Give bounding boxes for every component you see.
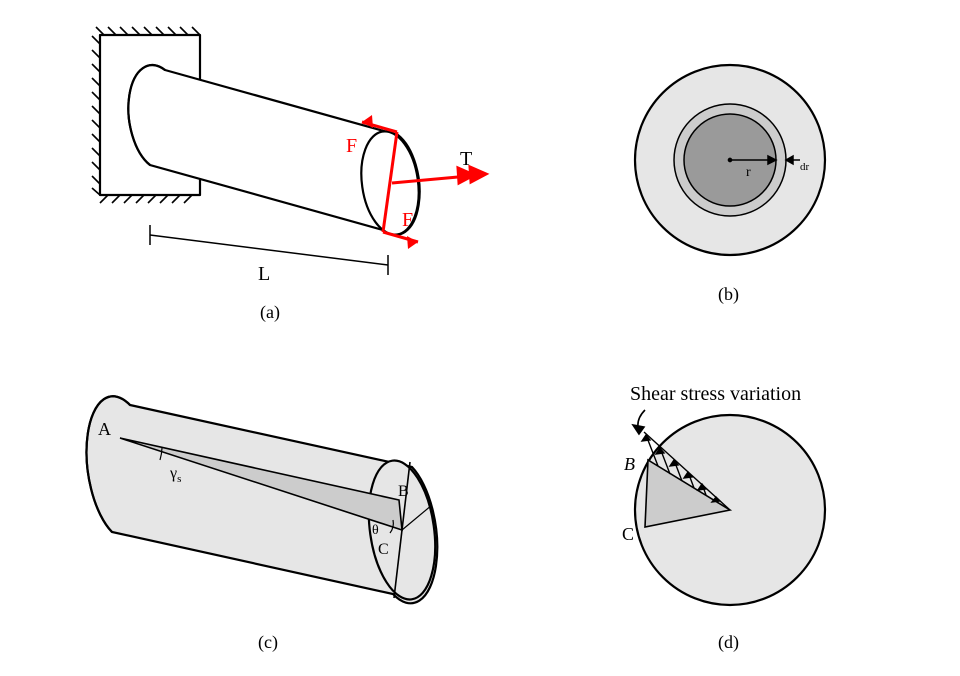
label-L: L: [258, 263, 270, 285]
label-C: C: [378, 541, 389, 558]
label-B: B: [398, 483, 409, 500]
title-d: Shear stress variation: [630, 383, 801, 405]
label-dr: dr: [800, 161, 810, 173]
label-C-d: C: [622, 524, 634, 544]
panel-d: Shear stress variation: [622, 383, 825, 653]
label-B-d: B: [624, 454, 635, 474]
caption-c: (c): [258, 632, 278, 653]
label-F-top: F: [346, 135, 357, 157]
panel-c: A B C γs θ (c): [87, 396, 444, 653]
panel-a: F F T L (a): [92, 27, 486, 323]
label-T: T: [460, 148, 472, 170]
caption-b: (b): [718, 284, 739, 305]
label-A: A: [98, 419, 111, 439]
panel-b: r dr (b): [635, 65, 825, 305]
diagram-canvas: F F T L (a) r dr (b): [0, 0, 960, 676]
shaft: [128, 65, 425, 238]
label-F-bottom: F: [402, 209, 413, 231]
caption-a: (a): [260, 302, 280, 323]
label-r: r: [746, 165, 751, 180]
label-theta: θ: [372, 523, 379, 538]
caption-d: (d): [718, 632, 739, 653]
callout-arrow: [633, 410, 645, 434]
